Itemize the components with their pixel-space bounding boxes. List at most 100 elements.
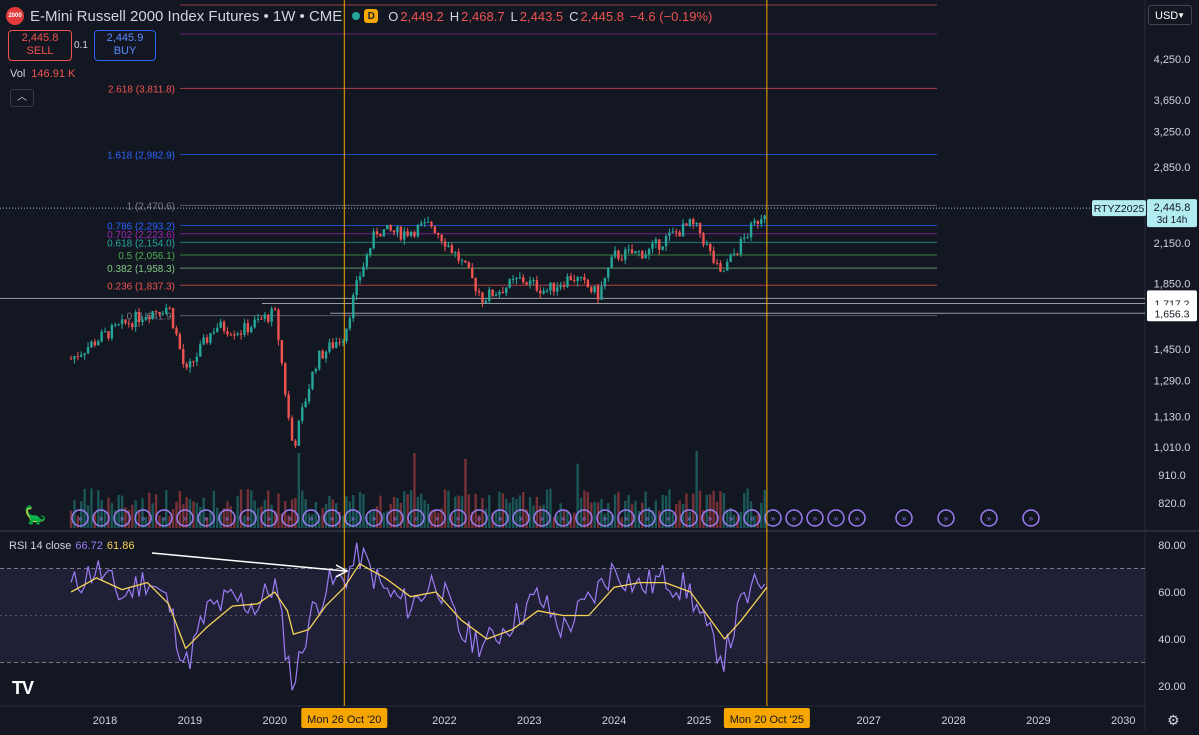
candle-body xyxy=(413,231,416,237)
volume-bar xyxy=(243,515,246,528)
volume-bar xyxy=(481,497,484,528)
volume-bar xyxy=(719,491,722,528)
candle-body xyxy=(93,341,97,346)
event-marker-glyph: » xyxy=(771,514,776,523)
fib-level-label: 0 (1,641.9) xyxy=(127,312,175,323)
candle-body xyxy=(596,286,600,300)
event-marker-icon xyxy=(134,509,152,527)
candle-body xyxy=(644,254,647,259)
highlight-date-tag xyxy=(723,708,810,728)
time-axis-label: 2018 xyxy=(93,715,117,727)
price-axis-label: 1,010.0 xyxy=(1154,442,1191,454)
candle-body xyxy=(236,333,239,335)
candle-body xyxy=(406,231,409,236)
volume-bar xyxy=(168,515,171,528)
volume-bar xyxy=(226,501,229,528)
event-marker-icon xyxy=(407,509,425,527)
candle-body xyxy=(90,341,93,348)
currency-select[interactable]: USD ▼ xyxy=(1148,5,1192,25)
buy-button[interactable]: 2,445.9 BUY xyxy=(94,30,156,61)
candle-body xyxy=(205,337,209,343)
sell-button[interactable]: 2,445.8 SELL xyxy=(8,30,72,61)
volume-bar xyxy=(188,498,192,528)
volume-bar xyxy=(739,511,743,528)
event-marker-glyph: » xyxy=(456,514,461,523)
candle-body xyxy=(294,440,297,446)
volume-bar xyxy=(229,506,233,528)
candle-body xyxy=(358,276,362,281)
price-axis-label: 1,130.0 xyxy=(1154,411,1191,423)
rsi-legend[interactable]: RSI 14 close 66.72 61.86 xyxy=(9,540,134,552)
candle-body xyxy=(188,361,192,368)
volume-bar xyxy=(484,508,488,528)
volume-bar xyxy=(205,517,209,528)
volume-bar xyxy=(528,497,532,528)
candle-body xyxy=(658,239,661,250)
volume-label: Vol xyxy=(10,68,26,80)
candle-body xyxy=(743,237,746,239)
candle-body xyxy=(117,324,120,326)
candle-body xyxy=(365,254,369,267)
volume-bar xyxy=(246,489,250,528)
candle-body xyxy=(736,253,739,255)
candle-body xyxy=(668,232,671,236)
candle-body xyxy=(69,358,73,360)
time-axis-label: 2024 xyxy=(602,715,626,727)
volume-bar xyxy=(426,503,430,528)
event-marker-glyph: » xyxy=(435,514,440,523)
price-axis-label: 2,150.0 xyxy=(1154,238,1191,250)
chevron-down-icon: ▼ xyxy=(1177,11,1185,20)
event-marker-icon xyxy=(302,509,320,527)
event-marker-icon xyxy=(491,509,509,527)
volume-bar xyxy=(318,515,321,528)
volume-bar xyxy=(396,498,399,528)
price-axis-label: 2,850.0 xyxy=(1154,162,1191,174)
event-marker-glyph: » xyxy=(902,514,907,523)
open-value: 2,449.2 xyxy=(400,8,444,24)
candle-body xyxy=(545,290,549,292)
volume-bar xyxy=(369,510,372,528)
event-marker-glyph: » xyxy=(372,514,377,523)
event-marker-glyph: » xyxy=(834,514,839,523)
candle-body xyxy=(763,215,766,220)
candle-body xyxy=(355,280,358,296)
candle-body xyxy=(532,280,535,282)
collapse-legend-button[interactable]: ︿ xyxy=(10,89,34,107)
price-axis-label: 820.0 xyxy=(1158,498,1186,510)
volume-legend[interactable]: Vol 146.91 K xyxy=(10,68,75,80)
candle-body xyxy=(321,350,324,359)
symbol-title[interactable]: E-Mini Russell 2000 Index Futures • 1W •… xyxy=(30,7,343,25)
candle-body xyxy=(583,277,586,280)
volume-bar xyxy=(617,491,620,528)
volume-bar xyxy=(518,495,522,528)
candle-body xyxy=(698,222,702,234)
candle-body xyxy=(586,279,590,288)
event-marker-icon xyxy=(155,509,173,527)
candle-body xyxy=(630,249,634,254)
volume-bar xyxy=(420,493,423,528)
candle-body xyxy=(151,311,154,319)
tradingview-logo-icon[interactable]: TV xyxy=(12,678,34,698)
event-marker-icon xyxy=(281,509,299,527)
candle-body xyxy=(195,356,199,362)
candle-body xyxy=(80,354,83,357)
volume-bar xyxy=(348,501,352,528)
volume-bar xyxy=(341,515,345,528)
volume-bar xyxy=(124,507,127,528)
candle-body xyxy=(732,253,736,255)
event-marker-glyph: » xyxy=(582,514,587,523)
volume-bar xyxy=(158,515,161,528)
volume-bar xyxy=(681,504,685,528)
candle-body xyxy=(335,342,338,348)
event-marker-glyph: » xyxy=(987,514,992,523)
volume-bar xyxy=(239,489,243,528)
symbol-logo-icon[interactable]: 2000 xyxy=(6,7,24,25)
event-marker-icon xyxy=(937,509,955,527)
gear-icon[interactable]: ⚙ xyxy=(1167,712,1180,728)
candle-body xyxy=(318,350,321,369)
event-marker-glyph: » xyxy=(204,514,209,523)
delayed-badge[interactable]: D xyxy=(364,9,379,23)
candle-body xyxy=(552,282,556,292)
